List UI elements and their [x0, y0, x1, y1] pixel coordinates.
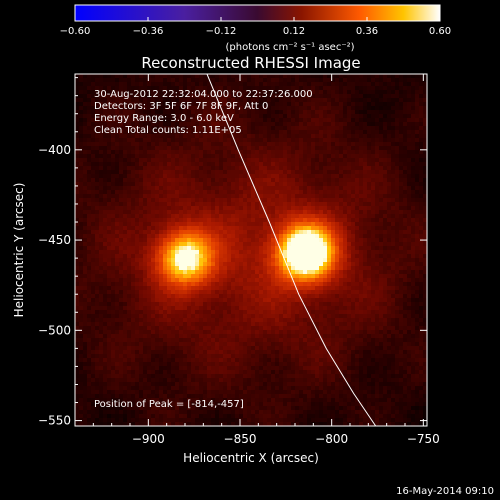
info-line: Clean Total counts: 1.11E+05	[94, 125, 242, 136]
x-tick-label: −800	[315, 432, 348, 446]
colorbar-tick-label: 0.12	[283, 26, 305, 37]
rhessi-heatmap-image	[75, 74, 427, 426]
y-tick-label: −400	[38, 143, 71, 157]
colorbar-tick-label: −0.36	[133, 26, 164, 37]
timestamp: 16-May-2014 09:10	[396, 486, 494, 497]
y-axis-ticks: −400 −450 −500 −550	[38, 77, 427, 428]
colorbar-tick-label: 0.60	[429, 26, 451, 37]
y-axis-label: Heliocentric Y (arcsec)	[12, 183, 26, 318]
y-tick-label: −500	[38, 323, 71, 337]
colorbar	[74, 4, 441, 22]
info-line: Energy Range: 3.0 - 6.0 keV	[94, 113, 234, 124]
colorbar-tick-label: −0.60	[60, 26, 91, 37]
solar-limb-line	[206, 74, 377, 426]
info-line: 30-Aug-2012 22:32:04.000 to 22:37:26.000	[94, 89, 313, 100]
info-line: Detectors: 3F 5F 6F 7F 8F 9F, Att 0	[94, 101, 268, 112]
y-tick-label: −550	[38, 414, 71, 428]
x-tick-label: −900	[132, 432, 165, 446]
peak-position-label: Position of Peak = [-814,-457]	[94, 399, 244, 410]
x-tick-label: −850	[224, 432, 257, 446]
x-axis-ticks: −900 −850 −800 −750	[92, 74, 440, 446]
x-axis-label: Heliocentric X (arcsec)	[183, 451, 319, 465]
x-tick-label: −750	[407, 432, 440, 446]
plot-frame	[74, 73, 428, 427]
y-tick-label: −450	[38, 233, 71, 247]
colorbar-tick-label: −0.12	[206, 26, 237, 37]
chart-title: Reconstructed RHESSI Image	[141, 54, 360, 72]
colorbar-unit-label: (photons cm⁻² s⁻¹ asec⁻²)	[225, 42, 354, 53]
colorbar-tick-label: 0.36	[356, 26, 378, 37]
observation-info: 30-Aug-2012 22:32:04.000 to 22:37:26.000…	[94, 89, 313, 136]
colorbar-ticks: −0.60 −0.36 −0.12 0.12 0.36 0.60	[60, 17, 451, 37]
